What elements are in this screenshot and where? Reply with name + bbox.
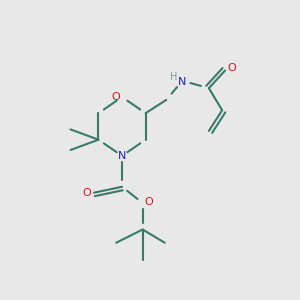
- Text: O: O: [227, 63, 236, 73]
- Text: O: O: [145, 196, 154, 206]
- Text: N: N: [178, 77, 187, 87]
- Text: H: H: [170, 72, 178, 82]
- Text: O: O: [82, 188, 91, 198]
- Text: O: O: [112, 92, 121, 102]
- Text: N: N: [118, 151, 126, 161]
